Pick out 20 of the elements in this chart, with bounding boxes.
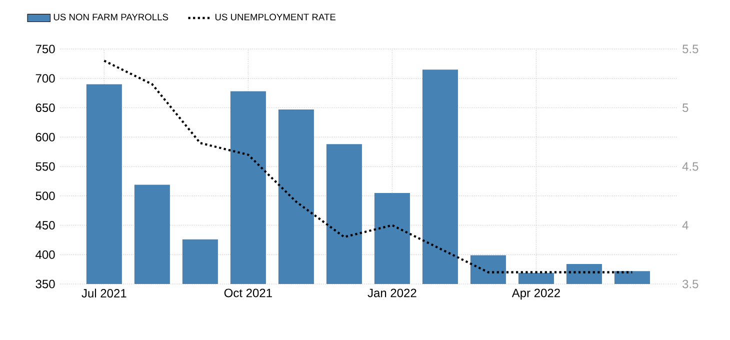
x-tick-label: Jul 2021 — [82, 288, 126, 298]
y-tick-label: 600 — [36, 132, 55, 142]
y-tick-label: 450 — [36, 220, 55, 230]
y-tick-label: 400 — [36, 250, 55, 259]
y2-tick-label: 5.5 — [682, 44, 698, 54]
y-tick-label: 500 — [36, 192, 55, 200]
y2-tick-label: 5 — [682, 104, 688, 112]
y-tick-label: 350 — [36, 280, 55, 288]
y-tick-label: 700 — [36, 74, 55, 83]
y-tick-label: 550 — [36, 162, 55, 171]
legend-label: US NON FARM PAYROLLS — [54, 14, 168, 20]
y2-tick-label: 3.5 — [682, 280, 698, 288]
x-tick-label: Jan 2022 — [368, 288, 416, 298]
x-tick-label: Apr 2022 — [512, 288, 560, 300]
y2-tick-label: 4 — [682, 221, 688, 230]
legend-label: US UNEMPLOYMENT RATE — [215, 14, 336, 20]
x-tick-label: Oct 2021 — [224, 288, 272, 298]
y2-tick-label: 4.5 — [682, 162, 698, 171]
y-tick-label: 650 — [36, 104, 55, 112]
y-tick-label: 750 — [36, 44, 55, 54]
